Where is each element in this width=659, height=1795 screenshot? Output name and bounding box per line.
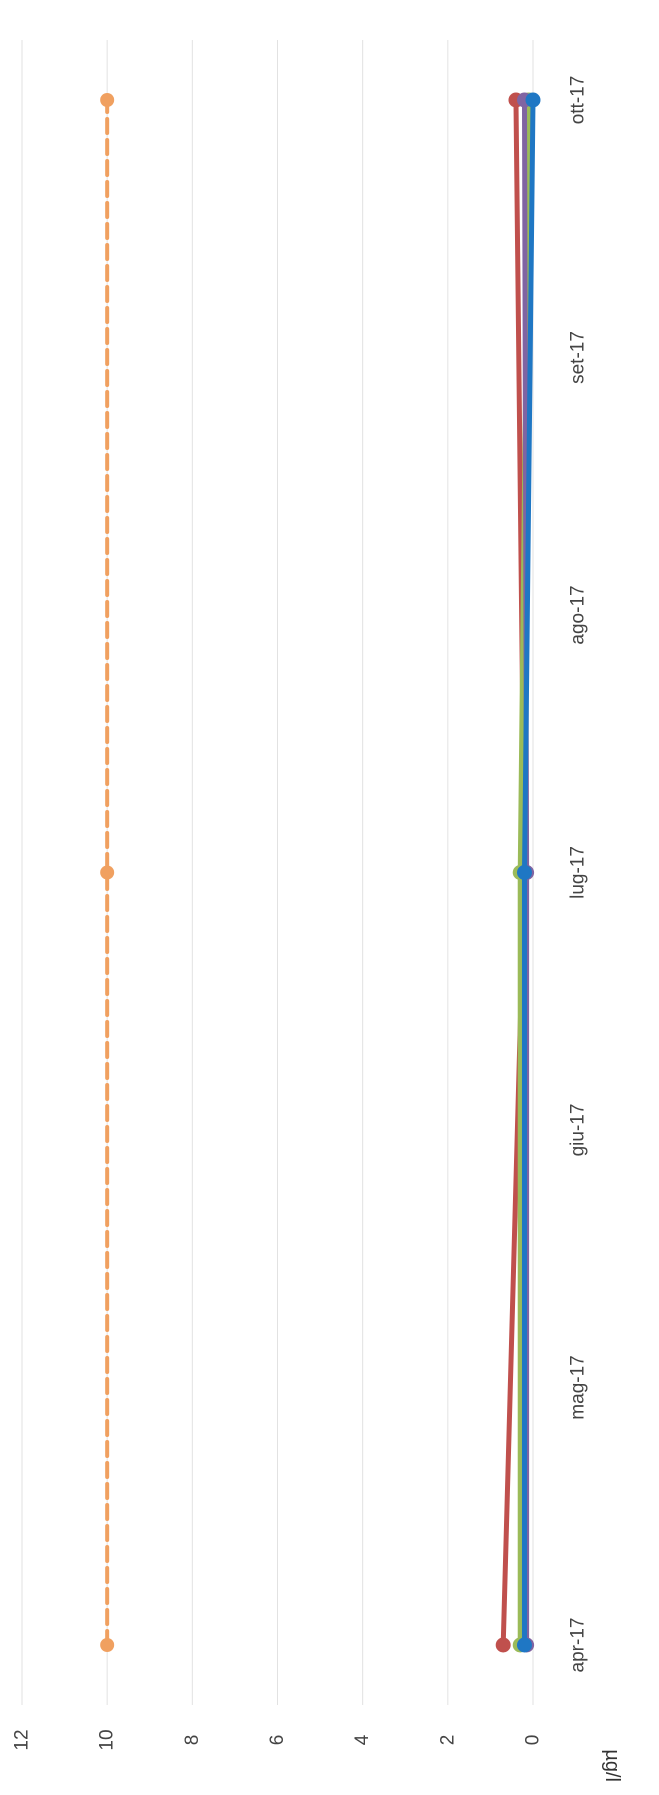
y-tick-label: 6 xyxy=(267,1735,288,1746)
data-point xyxy=(100,93,115,107)
data-point xyxy=(525,92,541,108)
x-axis: apr-17 mag-17 giu-17 lug-17 ago-17 set-17 ott-… xyxy=(568,76,589,1673)
x-tick-label: ott-17 xyxy=(568,76,589,125)
y-tick-label: 2 xyxy=(437,1735,458,1746)
x-tick-label: mag-17 xyxy=(568,1355,589,1419)
data-point xyxy=(495,1637,511,1653)
plot-area xyxy=(21,40,541,1705)
y-tick-label: 4 xyxy=(352,1734,373,1745)
y-tick-label: 8 xyxy=(182,1735,203,1746)
y-axis-label: µg/l xyxy=(601,1749,623,1782)
data-point xyxy=(100,865,115,880)
y-tick-label: 0 xyxy=(523,1735,544,1746)
y-tick-label: 12 xyxy=(12,1729,33,1750)
y-axis: 0 2 4 6 8 10 12 xyxy=(12,1729,544,1750)
x-tick-label: apr-17 xyxy=(568,1618,589,1673)
data-point xyxy=(100,1638,115,1652)
y-tick-label: 10 xyxy=(97,1729,118,1750)
data-point xyxy=(516,865,532,880)
data-point xyxy=(516,1637,532,1653)
x-tick-label: giu-17 xyxy=(568,1104,589,1157)
x-tick-label: set-17 xyxy=(568,331,589,384)
x-tick-label: lug-17 xyxy=(568,846,589,899)
x-tick-label: ago-17 xyxy=(568,585,589,644)
series xyxy=(516,92,541,1653)
series xyxy=(100,93,115,1652)
